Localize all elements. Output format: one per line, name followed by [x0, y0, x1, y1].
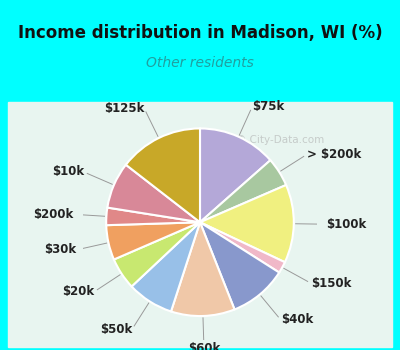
Wedge shape — [106, 222, 200, 259]
Text: $20k: $20k — [62, 285, 94, 298]
Wedge shape — [171, 222, 234, 316]
Text: $50k: $50k — [100, 323, 132, 336]
Bar — [123, 102, 142, 346]
Text: $60k: $60k — [188, 342, 220, 350]
Text: Income distribution in Madison, WI (%): Income distribution in Madison, WI (%) — [18, 24, 382, 42]
Text: $150k: $150k — [311, 277, 351, 290]
Bar — [277, 102, 296, 346]
Text: © City-Data.com: © City-Data.com — [236, 135, 324, 145]
Bar — [8, 102, 27, 346]
Text: $100k: $100k — [327, 218, 367, 231]
Bar — [46, 102, 66, 346]
Text: $10k: $10k — [52, 166, 84, 178]
Text: $30k: $30k — [44, 243, 76, 256]
Bar — [85, 102, 104, 346]
Bar — [0, 0, 400, 102]
Wedge shape — [200, 222, 279, 309]
Bar — [66, 102, 85, 346]
Bar — [334, 102, 354, 346]
Text: Other residents: Other residents — [146, 56, 254, 70]
Wedge shape — [200, 128, 270, 222]
Bar — [27, 102, 46, 346]
Text: $125k: $125k — [104, 102, 144, 115]
Bar — [200, 102, 219, 346]
Bar — [258, 102, 277, 346]
Wedge shape — [126, 128, 200, 222]
Bar — [354, 102, 373, 346]
Bar — [296, 102, 315, 346]
Text: > $200k: > $200k — [307, 148, 361, 161]
Text: $75k: $75k — [252, 100, 284, 113]
Wedge shape — [132, 222, 200, 312]
Bar — [8, 102, 392, 346]
Wedge shape — [200, 222, 285, 273]
Wedge shape — [106, 208, 200, 225]
Bar — [238, 102, 258, 346]
Bar — [315, 102, 334, 346]
Bar — [142, 102, 162, 346]
Wedge shape — [114, 222, 200, 286]
Text: $200k: $200k — [33, 208, 74, 221]
Bar — [373, 102, 392, 346]
Wedge shape — [200, 185, 294, 262]
Bar — [181, 102, 200, 346]
Bar — [162, 102, 181, 346]
Bar — [104, 102, 123, 346]
Bar — [219, 102, 238, 346]
Wedge shape — [107, 165, 200, 222]
Wedge shape — [200, 160, 286, 222]
Text: $40k: $40k — [281, 313, 313, 326]
